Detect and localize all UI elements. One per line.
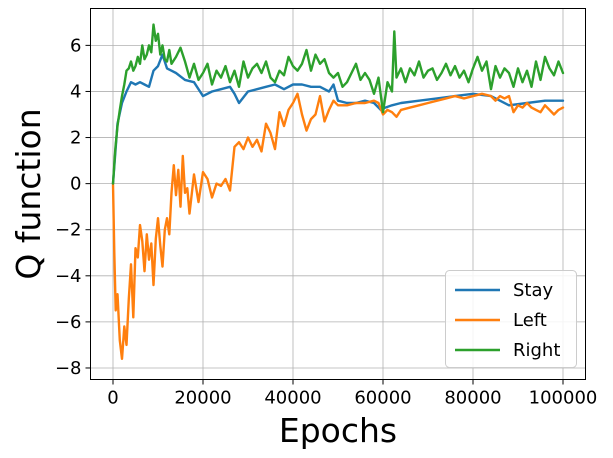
y-tick-label: 4 <box>70 81 81 102</box>
y-tick-label: −6 <box>55 312 82 333</box>
legend-label-stay: Stay <box>513 280 554 301</box>
legend-label-right: Right <box>513 340 560 361</box>
series-line-left <box>111 92 565 360</box>
x-tick-label: 60000 <box>354 388 411 409</box>
y-tick-label: −2 <box>55 220 82 241</box>
legend-label-left: Left <box>513 310 547 331</box>
y-tick-label: −4 <box>55 266 82 287</box>
x-tick-label: 100000 <box>529 388 598 409</box>
plot-frame <box>90 8 586 380</box>
y-axis-title: Q function <box>9 108 48 279</box>
y-tick-label: 0 <box>70 174 81 195</box>
y-tick-label: −8 <box>55 358 82 379</box>
grid <box>90 8 586 380</box>
series-line-right <box>111 23 565 185</box>
axes: 0 20000 40000 60000 80000 100000 −8 −6 −4 −2 0 2 4 6 <box>55 35 597 408</box>
legend: Stay Left Right <box>445 270 577 368</box>
y-tick-label: 6 <box>70 35 81 56</box>
x-tick-label: 0 <box>107 388 118 409</box>
y-tick-label: 2 <box>70 128 81 149</box>
x-axis-title: Epochs <box>279 411 397 450</box>
series-layer <box>111 23 565 360</box>
x-tick-label: 40000 <box>264 388 321 409</box>
x-tick-label: 80000 <box>444 388 501 409</box>
legend-box <box>445 270 577 368</box>
series-line-stay <box>111 53 565 185</box>
x-tick-label: 20000 <box>174 388 231 409</box>
